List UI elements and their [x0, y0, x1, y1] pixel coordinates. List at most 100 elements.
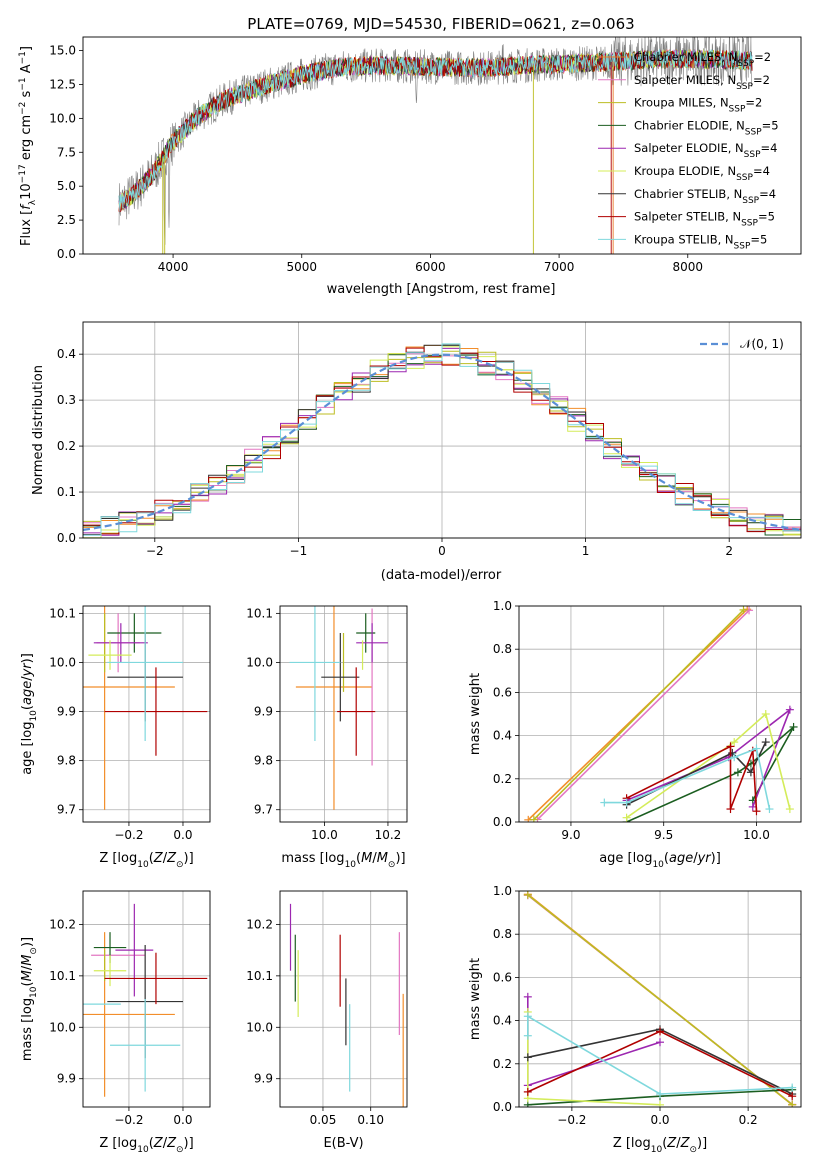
legend-entry: Kroupa STELIB, NSSP=5	[634, 232, 767, 251]
mass-vs-z-panel: −0.2 0.0 9.9 10.0 10.1 10.2 Z [log10(Z/Z⊙)] mas…	[20, 890, 211, 1155]
y-tick-label: 9.8	[254, 754, 273, 768]
axes-frame	[82, 36, 802, 255]
y-tick-label: 10.0	[49, 1020, 76, 1034]
x-axis-label: Z [log10(Z/Z⊙)]	[99, 851, 193, 870]
x-tick-label: 6000	[415, 260, 446, 274]
axes-frame	[518, 605, 802, 823]
y-tick-label: 7.5	[57, 145, 76, 159]
x-tick-label: 9.5	[654, 828, 673, 842]
y-tick-label: 0.4	[493, 1014, 512, 1028]
weight-line-kroupa_stelib	[526, 1014, 793, 1095]
legend-entry: Chabrier MILES, NSSP=2	[634, 50, 771, 69]
axes-frame	[82, 890, 211, 1108]
y-tick-label: 0.0	[57, 531, 76, 545]
plot-area	[83, 343, 801, 538]
x-tick-label: −1	[290, 544, 308, 558]
x-tick-label: 2	[725, 544, 733, 558]
y-tick-label: 10.0	[246, 655, 273, 669]
legend-entry: Kroupa ELODIE, NSSP=4	[634, 164, 770, 183]
y-tick-label: 10.1	[246, 969, 273, 983]
x-tick-label: 7000	[544, 260, 575, 274]
x-axis-label: (data-model)/error	[381, 568, 502, 583]
plot-area	[523, 891, 797, 1107]
x-tick-label: 0.0	[173, 1113, 192, 1127]
y-tick-label: 0.8	[493, 642, 512, 656]
x-tick-label: 1	[582, 544, 590, 558]
weight-line-kroupa_miles	[527, 894, 793, 1106]
age-vs-mass-panel: 10.0 10.2 9.7 9.8 9.9 10.0 10.1 mass [log10(M/M…	[246, 605, 408, 870]
model-spectrum-kroupa_stelib	[118, 48, 753, 212]
x-axis-label: wavelength [Angstrom, rest frame]	[327, 282, 556, 297]
plot-area	[83, 903, 208, 1097]
x-axis-label: Z [log10(Z/Z⊙)]	[99, 1136, 193, 1155]
y-tick-label: 9.9	[57, 1072, 76, 1086]
y-axis-label: age [log10(age/yr)]	[20, 653, 39, 775]
y-tick-label: 1.0	[493, 599, 512, 613]
spectrum-panel: 4000 5000 6000 7000 8000 0.0 2.5 5.0 7.5 10.0 12.5…	[18, 36, 802, 297]
y-tick-label: 0.0	[493, 815, 512, 829]
y-tick-label: 0.6	[493, 685, 512, 699]
x-tick-label: 0	[438, 544, 446, 558]
age-vs-z-panel: −0.2 0.0 9.7 9.8 9.9 10.0 10.1 Z [log10(Z/Z⊙)] a…	[20, 605, 211, 870]
histogram-kroupa_stelib	[83, 343, 801, 536]
x-tick-label: 10.0	[311, 828, 338, 842]
legend-entry: Salpeter ELODIE, NSSP=4	[634, 141, 777, 160]
x-tick-label: −0.2	[114, 1113, 143, 1127]
x-axis-label: mass [log10(M/M⊙)]	[281, 851, 405, 870]
y-tick-label: 10.0	[49, 111, 76, 125]
y-tick-label: 0.4	[493, 729, 512, 743]
y-tick-label: 0.0	[493, 1100, 512, 1114]
legend-entry: Kroupa MILES, NSSP=2	[634, 96, 762, 115]
legend-entry: Chabrier ELODIE, NSSP=5	[634, 118, 779, 137]
legend-entry: Salpeter MILES, NSSP=2	[634, 73, 770, 92]
axes-frame	[82, 321, 802, 539]
x-axis-label: Z [log10(Z/Z⊙)]	[613, 1136, 707, 1155]
y-tick-label: 0.4	[57, 347, 76, 361]
y-tick-label: 10.2	[246, 917, 273, 931]
y-tick-label: 10.1	[246, 606, 273, 620]
y-tick-label: 10.1	[49, 969, 76, 983]
legend-entry: 𝒩(0, 1)	[740, 337, 784, 351]
gaussian-curve	[83, 353, 801, 531]
axes-frame	[518, 890, 802, 1108]
y-tick-label: 9.8	[57, 754, 76, 768]
weight-line-kroupa_miles	[533, 609, 745, 821]
x-tick-label: −0.2	[557, 1113, 586, 1127]
x-tick-label: 10.0	[743, 828, 770, 842]
y-tick-label: 2.5	[57, 213, 76, 227]
x-tick-label: 4000	[158, 260, 189, 274]
y-axis-label: mass weight	[468, 958, 483, 1040]
x-tick-label: 8000	[672, 260, 703, 274]
y-tick-label: 0.2	[493, 772, 512, 786]
weight-line-chabrier_miles	[527, 608, 748, 821]
y-axis-label: mass [log10(M/M⊙)]	[20, 937, 39, 1061]
weight-vs-age-panel: 9.0 9.5 10.0 0.0 0.2 0.4 0.6 0.8 1.0 age [log10(a…	[468, 599, 802, 870]
x-axis-label: E(B-V)	[323, 1136, 363, 1151]
plot-area	[118, 37, 753, 254]
y-axis-label: Normed distribution	[31, 365, 46, 495]
x-tick-label: 10.2	[375, 828, 402, 842]
y-tick-label: 0.1	[57, 485, 76, 499]
figure-title: PLATE=0769, MJD=54530, FIBERID=0621, z=0…	[247, 15, 634, 33]
weight-line-kroupa_elodie	[526, 1012, 661, 1106]
plot-area	[289, 903, 404, 1107]
y-tick-label: 12.5	[49, 77, 76, 91]
y-tick-label: 9.7	[254, 803, 273, 817]
weight-vs-z-panel: −0.2 0.0 0.2 0.0 0.2 0.4 0.6 0.8 1.0 Z [log10(Z/Z…	[468, 884, 802, 1155]
y-tick-label: 1.0	[493, 884, 512, 898]
x-tick-label: 0.10	[357, 1113, 384, 1127]
x-tick-label: 0.05	[310, 1113, 337, 1127]
x-tick-label: 0.0	[173, 828, 192, 842]
y-tick-label: 10.0	[49, 655, 76, 669]
x-tick-label: −2	[146, 544, 164, 558]
weight-line-salpeter_miles	[537, 609, 750, 820]
y-tick-label: 5.0	[57, 179, 76, 193]
y-tick-label: 10.1	[49, 606, 76, 620]
plot-area	[83, 606, 208, 810]
y-tick-label: 15.0	[49, 44, 76, 58]
y-axis-label: Flux [fλ10−17 erg cm−2 s−1 A−1]	[18, 46, 38, 246]
y-tick-label: 0.3	[57, 393, 76, 407]
y-tick-label: 9.9	[254, 705, 273, 719]
x-tick-label: 0.0	[650, 1113, 669, 1127]
